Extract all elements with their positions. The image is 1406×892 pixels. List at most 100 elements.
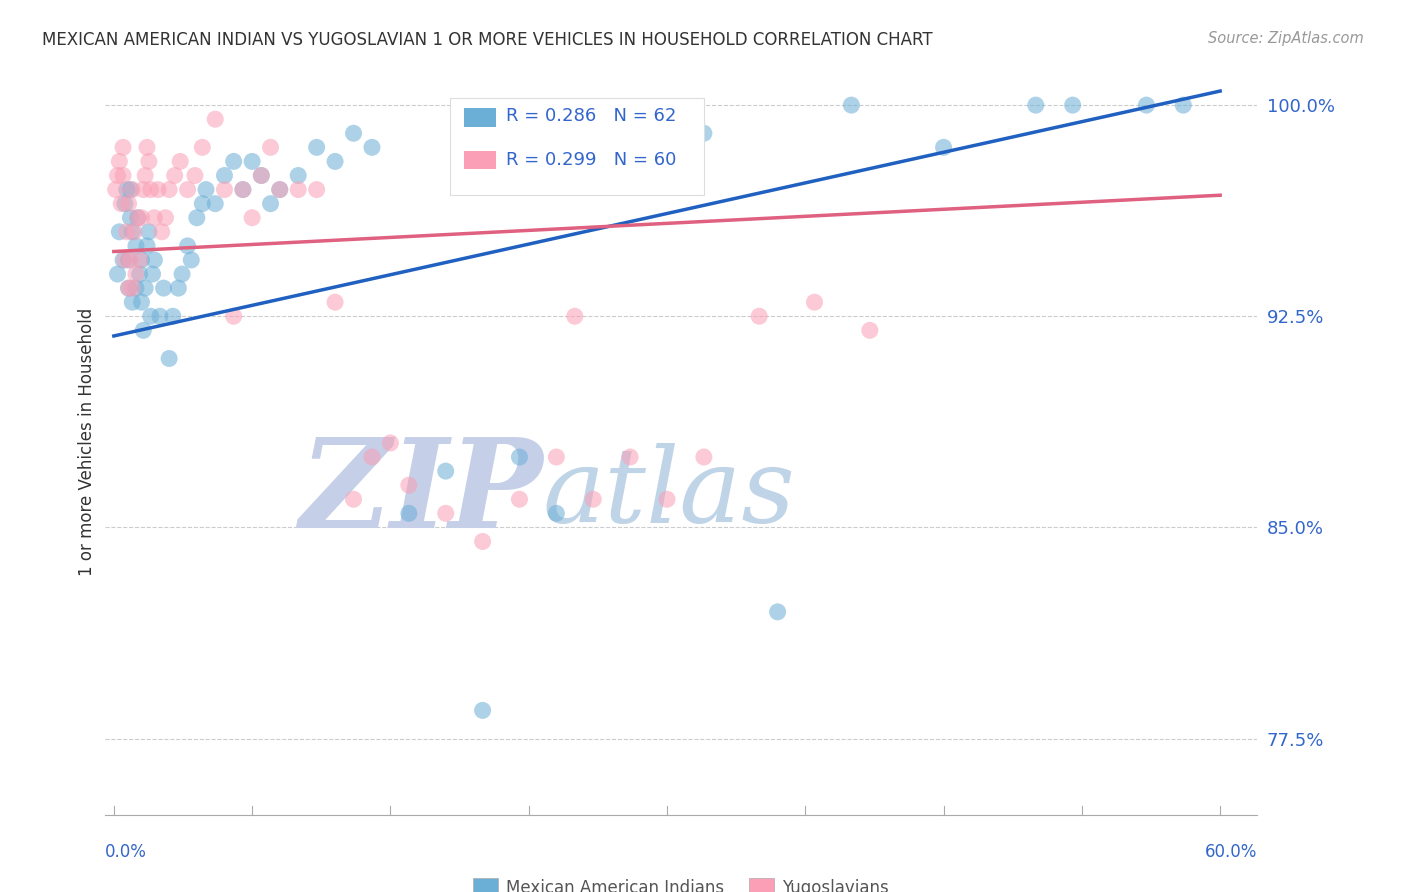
Y-axis label: 1 or more Vehicles in Household: 1 or more Vehicles in Household bbox=[79, 308, 96, 575]
Point bbox=[508, 492, 530, 507]
Point bbox=[143, 252, 166, 267]
Point bbox=[287, 169, 309, 183]
Point bbox=[131, 252, 153, 267]
Point bbox=[1025, 98, 1047, 112]
Point bbox=[170, 267, 193, 281]
Point bbox=[204, 112, 226, 127]
Point bbox=[323, 154, 346, 169]
Point bbox=[120, 183, 142, 197]
Point bbox=[121, 281, 143, 295]
Point bbox=[136, 140, 159, 154]
Point bbox=[107, 169, 129, 183]
Point bbox=[143, 211, 166, 225]
Legend: Mexican American Indians, Yugoslavians: Mexican American Indians, Yugoslavians bbox=[465, 871, 896, 892]
Point bbox=[117, 196, 139, 211]
Point bbox=[471, 703, 494, 717]
Point bbox=[136, 239, 159, 253]
Point bbox=[932, 140, 955, 154]
Text: 60.0%: 60.0% bbox=[1205, 843, 1257, 861]
Text: Source: ZipAtlas.com: Source: ZipAtlas.com bbox=[1208, 31, 1364, 46]
Point bbox=[150, 225, 173, 239]
Point bbox=[222, 310, 245, 324]
Text: R = 0.286   N = 62: R = 0.286 N = 62 bbox=[506, 107, 676, 125]
Point bbox=[214, 183, 236, 197]
Point bbox=[167, 281, 190, 295]
Point bbox=[1135, 98, 1157, 112]
Point bbox=[125, 239, 148, 253]
Point bbox=[471, 534, 494, 549]
Point bbox=[180, 252, 202, 267]
Point bbox=[434, 464, 457, 478]
Point bbox=[176, 239, 198, 253]
Point bbox=[361, 450, 384, 464]
Point bbox=[134, 281, 156, 295]
Text: ZIP: ZIP bbox=[299, 433, 543, 555]
Bar bbox=[464, 151, 496, 169]
Point bbox=[342, 492, 364, 507]
Point bbox=[163, 169, 186, 183]
Point bbox=[117, 281, 139, 295]
Point bbox=[152, 281, 174, 295]
Point bbox=[398, 506, 420, 520]
Point bbox=[139, 183, 162, 197]
Point bbox=[398, 478, 420, 492]
Point bbox=[259, 196, 281, 211]
Point bbox=[139, 310, 162, 324]
Point bbox=[108, 154, 131, 169]
Text: 0.0%: 0.0% bbox=[104, 843, 146, 861]
Point bbox=[120, 211, 142, 225]
Point bbox=[655, 492, 678, 507]
Point bbox=[191, 196, 214, 211]
Point bbox=[186, 211, 208, 225]
Point bbox=[141, 267, 163, 281]
Point bbox=[841, 98, 863, 112]
Point bbox=[121, 183, 143, 197]
Point bbox=[361, 140, 384, 154]
Point bbox=[250, 169, 273, 183]
Point bbox=[859, 323, 882, 337]
Point bbox=[222, 154, 245, 169]
Point bbox=[112, 252, 135, 267]
Point bbox=[117, 252, 139, 267]
FancyBboxPatch shape bbox=[450, 98, 704, 195]
Point bbox=[342, 126, 364, 140]
Point bbox=[108, 225, 131, 239]
Point bbox=[582, 492, 605, 507]
Point bbox=[112, 169, 135, 183]
Point bbox=[508, 450, 530, 464]
Point bbox=[134, 169, 156, 183]
Point bbox=[128, 267, 150, 281]
Text: atlas: atlas bbox=[543, 443, 796, 544]
Point bbox=[323, 295, 346, 310]
Point bbox=[127, 211, 149, 225]
Point bbox=[121, 295, 143, 310]
Point bbox=[184, 169, 207, 183]
Point bbox=[117, 281, 139, 295]
Point bbox=[693, 450, 716, 464]
Point bbox=[240, 154, 263, 169]
Point bbox=[748, 310, 770, 324]
Point bbox=[114, 252, 136, 267]
Point bbox=[104, 183, 127, 197]
Point bbox=[131, 211, 153, 225]
Point bbox=[380, 436, 402, 450]
Point bbox=[121, 225, 143, 239]
Point bbox=[115, 225, 138, 239]
Bar bbox=[464, 108, 496, 127]
Point bbox=[169, 154, 191, 169]
Point bbox=[232, 183, 254, 197]
Point bbox=[162, 310, 184, 324]
Point bbox=[240, 211, 263, 225]
Point bbox=[132, 323, 155, 337]
Point bbox=[110, 196, 132, 211]
Point bbox=[619, 126, 641, 140]
Point bbox=[138, 154, 160, 169]
Point bbox=[287, 183, 309, 197]
Point bbox=[269, 183, 291, 197]
Point bbox=[149, 310, 172, 324]
Point bbox=[122, 225, 145, 239]
Point bbox=[146, 183, 169, 197]
Point bbox=[115, 183, 138, 197]
Point bbox=[125, 267, 148, 281]
Point bbox=[114, 196, 136, 211]
